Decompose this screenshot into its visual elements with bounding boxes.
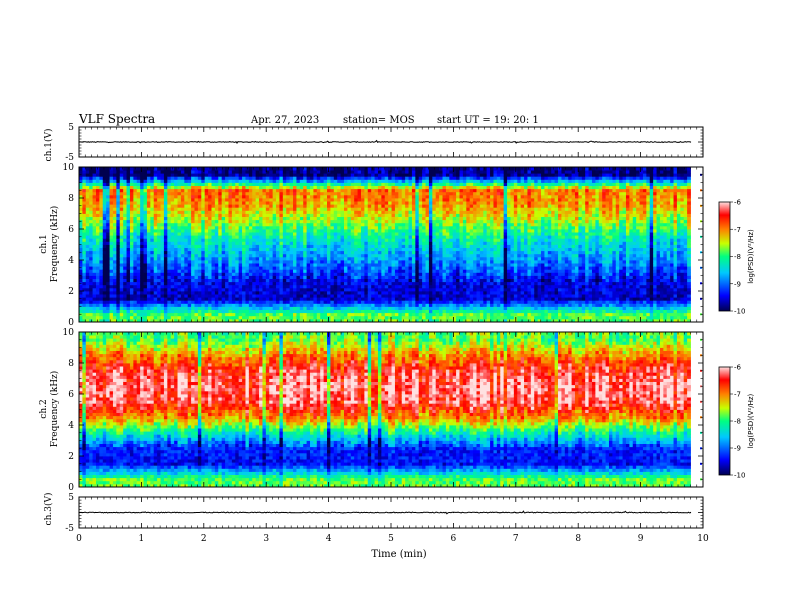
waveform-point	[390, 511, 392, 514]
waveform-point	[203, 511, 205, 514]
waveform-point	[515, 511, 517, 514]
x-tick-label: 7	[513, 534, 519, 544]
y-tick-label: 8	[68, 194, 74, 204]
x-tick-label: 3	[263, 534, 269, 544]
colorbar-tick-label: -10	[734, 308, 745, 316]
colorbar-tick-label: -7	[734, 226, 741, 234]
start-ut-label: start UT = 19: 20: 1	[437, 115, 539, 126]
y-tick-label: 10	[63, 328, 75, 338]
ch1-ylabel: ch.1(V)	[43, 129, 54, 162]
ch2-spec-ylabel-channel: ch.2	[39, 399, 49, 418]
waveform-point	[689, 511, 692, 514]
ch1-spec-ylabel-channel: ch.1	[39, 234, 49, 253]
x-tick-label: 2	[201, 534, 207, 544]
x-tick-label: 0	[76, 534, 82, 544]
x-tick-label: 8	[575, 534, 581, 544]
y-tick-label: -5	[65, 524, 74, 534]
date-label: Apr. 27, 2023	[250, 115, 319, 126]
waveform-point	[328, 511, 330, 514]
y-tick-label: 6	[68, 225, 74, 235]
waveform-point	[640, 511, 642, 514]
waveform-point	[140, 511, 142, 514]
colorbar-tick-label: -7	[734, 391, 741, 399]
colorbar-label: log(PSD)(V²/Hz)	[747, 229, 755, 284]
time-xlabel: Time (min)	[371, 549, 426, 560]
y-tick-label: -5	[65, 153, 74, 163]
x-tick-label: 9	[638, 534, 644, 544]
ch1-spectrogram-panel: 0 2 4 6 8 10	[63, 163, 704, 328]
ch1-colorbar: -6 -7 -8 -9 -10 log(PSD)(V²/Hz)	[718, 199, 755, 316]
colorbar-tick-label: -8	[734, 418, 741, 426]
figure-title: VLF Spectra	[78, 112, 155, 126]
colorbar-label: log(PSD)(V²/Hz)	[747, 393, 755, 448]
y-tick-label: 5	[68, 123, 74, 133]
colorbar-tick-label: -6	[734, 199, 742, 207]
x-tick-label: 10	[697, 534, 709, 544]
waveform-point	[452, 141, 454, 143]
waveform-point	[577, 511, 579, 514]
waveform-point	[577, 141, 579, 143]
waveform-point	[203, 141, 205, 143]
ch2-colorbar: -6 -7 -8 -9 -10 log(PSD)(V²/Hz)	[718, 364, 755, 480]
waveform-point	[328, 141, 330, 143]
waveform-point	[265, 511, 267, 514]
waveform-point	[390, 141, 392, 143]
y-tick-label: 0	[68, 318, 74, 328]
waveform-trace	[78, 510, 691, 515]
y-tick-label: 8	[68, 359, 74, 369]
y-tick-label: 4	[68, 421, 74, 431]
waveform-point	[515, 141, 517, 143]
ch2-spec-ylabel-freq: Frequency (kHz)	[49, 371, 60, 448]
colorbar-tick-label: -9	[734, 445, 741, 453]
colorbar-tick-label: -8	[734, 253, 741, 261]
colorbar-scale	[718, 366, 731, 476]
y-tick-label: 10	[63, 163, 75, 173]
y-tick-label: 4	[68, 256, 74, 266]
colorbar-tick-label: -9	[734, 280, 741, 288]
ch1-spec-ylabel-freq: Frequency (kHz)	[49, 206, 60, 283]
waveform-point	[140, 141, 142, 143]
waveform-point	[640, 141, 642, 143]
colorbar-tick-label: -6	[734, 364, 742, 372]
y-tick-label: 0	[68, 483, 74, 493]
waveform-point	[689, 141, 692, 143]
waveform-point	[452, 511, 454, 514]
ch1-waveform-panel: 5 -5	[65, 123, 704, 163]
x-tick-label: 6	[451, 534, 457, 544]
x-tick-label: 5	[388, 534, 394, 544]
y-tick-label: 6	[68, 390, 74, 400]
x-tick-label: 1	[139, 534, 145, 544]
colorbar-tick-label: -10	[734, 472, 745, 480]
station-label: station= MOS	[343, 115, 415, 126]
y-tick-label: 2	[68, 287, 74, 297]
ch3-ylabel: ch.3(V)	[43, 493, 54, 526]
ch2-spectrogram-panel: 0 2 4 6 8 10	[63, 328, 704, 493]
colorbar-scale	[718, 201, 731, 312]
x-tick-label: 4	[326, 534, 332, 544]
waveform-point	[265, 141, 267, 143]
y-tick-label: 2	[68, 452, 74, 462]
ch3-waveform-panel: 5 -50 1 2 3 4 5 6 7 8 9 10	[65, 493, 709, 544]
y-tick-label: 5	[68, 493, 74, 503]
waveform-trace	[79, 139, 691, 144]
